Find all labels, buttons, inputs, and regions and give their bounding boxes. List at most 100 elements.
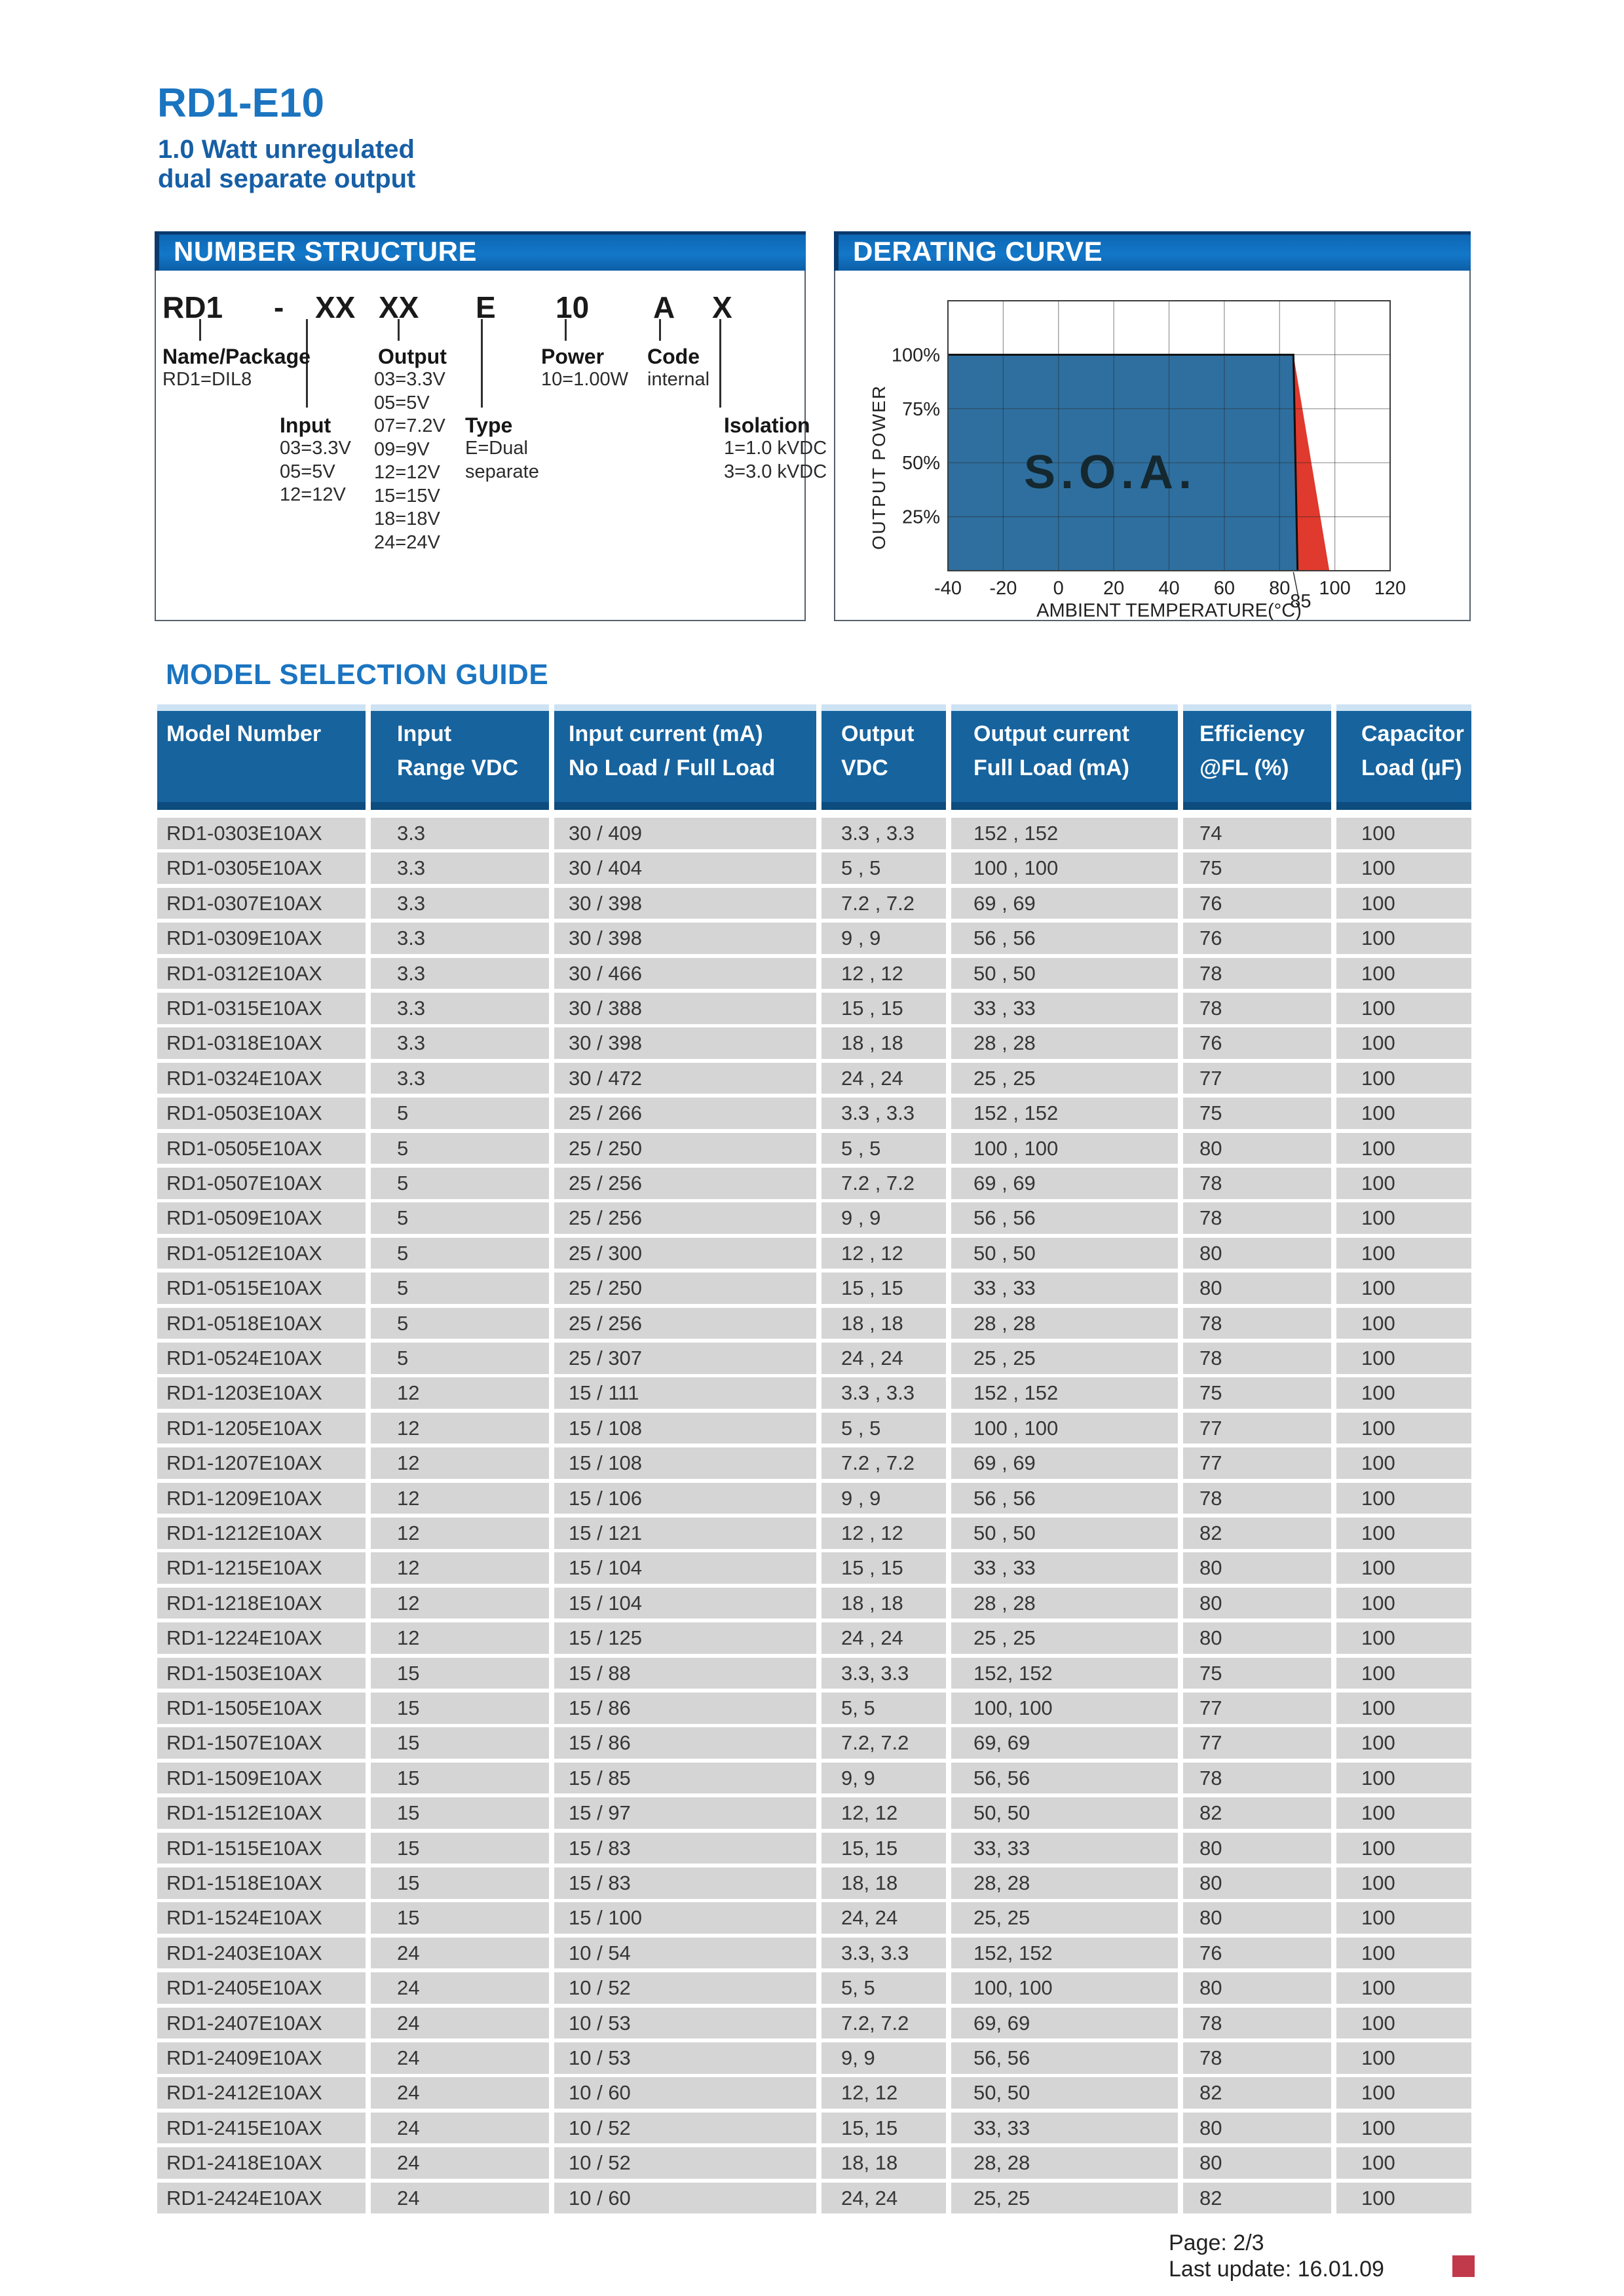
table-cell: 24 — [371, 1972, 549, 2004]
table-cell: 33, 33 — [951, 2112, 1178, 2144]
table-row: RD1-2415E10AX 24 10 / 52 15, 15 33, 33 80 100 — [157, 2112, 1471, 2144]
table-cell: 100, 100 — [951, 1972, 1178, 2004]
table-cell: 77 — [1183, 1693, 1331, 1724]
table-cell: 24 — [371, 2112, 549, 2144]
option: 3=3.0 kVDC — [724, 461, 827, 482]
table-cell: 100 — [1336, 2112, 1471, 2144]
table-cell: 78 — [1183, 1168, 1331, 1199]
table-cell: 100 — [1336, 1518, 1471, 1549]
table-cell: 30 / 466 — [554, 957, 816, 989]
table-cell: RD1-0309E10AX — [157, 923, 366, 954]
table-cell: 25 , 25 — [951, 1622, 1178, 1654]
x-tick-label: 80 — [1269, 578, 1290, 599]
table-cell: 80 — [1183, 1237, 1331, 1269]
table-cell: 25 / 256 — [554, 1202, 816, 1234]
column-header: Efficiency @FL (%) — [1183, 704, 1331, 810]
table-cell: 33 , 33 — [951, 1272, 1178, 1304]
page-subtitle-line1: 1.0 Watt unregulated — [158, 135, 415, 164]
table-cell: 15 / 86 — [554, 1727, 816, 1759]
table-cell: 5 — [371, 1237, 549, 1269]
option: 18=18V — [374, 508, 440, 529]
y-tick-label: 50% — [902, 453, 940, 474]
table-cell: RD1-0509E10AX — [157, 1202, 366, 1234]
token-code: A — [653, 290, 675, 324]
table-cell: 3.3 — [371, 957, 549, 989]
table-cell: 76 — [1183, 1937, 1331, 1969]
table-cell: 5 , 5 — [821, 1412, 946, 1444]
table-cell: 80 — [1183, 1867, 1331, 1899]
column-header-line2: Range VDC — [397, 756, 519, 780]
option: 10=1.00W — [541, 369, 629, 390]
table-cell: RD1-2405E10AX — [157, 1972, 366, 2004]
table-cell: 15 / 86 — [554, 1693, 816, 1724]
table-row: RD1-2418E10AX 24 10 / 52 18, 18 28, 28 80 100 — [157, 2147, 1471, 2179]
table-cell: RD1-2415E10AX — [157, 2112, 366, 2144]
table-cell: RD1-1212E10AX — [157, 1518, 366, 1549]
table-cell: 12 — [371, 1518, 549, 1549]
table-cell: 28, 28 — [951, 2147, 1178, 2179]
column-header-line2: Full Load (mA) — [973, 756, 1129, 780]
table-cell: 3.3 — [371, 887, 549, 919]
table-cell: 100 — [1336, 2007, 1471, 2039]
table-cell: RD1-1512E10AX — [157, 1797, 366, 1829]
table-cell: RD1-0512E10AX — [157, 1237, 366, 1269]
table-cell: 28 , 28 — [951, 1307, 1178, 1339]
table-cell: 56 , 56 — [951, 1202, 1178, 1234]
table-cell: 25 / 250 — [554, 1272, 816, 1304]
group-label: Type — [465, 413, 513, 437]
derating-line — [948, 353, 1299, 571]
table-row: RD1-1209E10AX 12 15 / 106 9 , 9 56 , 56 78 100 — [157, 1482, 1471, 1514]
table-cell: 25 / 266 — [554, 1098, 816, 1129]
table-cell: 18, 18 — [821, 2147, 946, 2179]
table-cell: 15 / 106 — [554, 1482, 816, 1514]
table-cell: 100 — [1336, 1237, 1471, 1269]
table-cell: RD1-2424E10AX — [157, 2182, 366, 2214]
table-cell: 24 — [371, 2007, 549, 2039]
table-cell: 56 , 56 — [951, 923, 1178, 954]
page-title: RD1-E10 — [157, 81, 324, 126]
table-cell: 100 — [1336, 957, 1471, 989]
table-cell: 3.3 — [371, 923, 549, 954]
table-cell: 100 — [1336, 1902, 1471, 1934]
extra-tick-leader — [1293, 571, 1300, 599]
x-tick-label: 60 — [1214, 578, 1235, 599]
table-cell: RD1-0312E10AX — [157, 957, 366, 989]
table-cell: 30 / 398 — [554, 923, 816, 954]
number-structure-box: NUMBER STRUCTURE — [155, 231, 806, 621]
group-type: Type E=Dual separate — [465, 414, 539, 484]
column-header: Model Number — [157, 704, 366, 810]
table-cell: 25 / 307 — [554, 1343, 816, 1374]
table-cell: 24 — [371, 2042, 549, 2074]
y-tick-label: 75% — [902, 399, 940, 420]
table-cell: 152 , 152 — [951, 1098, 1178, 1129]
table-row: RD1-0507E10AX 5 25 / 256 7.2 , 7.2 69 , 69 78… — [157, 1168, 1471, 1199]
table-cell: RD1-1207E10AX — [157, 1447, 366, 1479]
table-cell: 3.3 — [371, 993, 549, 1024]
table-row: RD1-0509E10AX 5 25 / 256 9 , 9 56 , 56 78 100 — [157, 1202, 1471, 1234]
table-cell: 15 — [371, 1693, 549, 1724]
table-cell: 30 / 388 — [554, 993, 816, 1024]
table-cell: 100 — [1336, 1832, 1471, 1864]
option: 07=7.2V — [374, 415, 445, 436]
table-cell: RD1-1503E10AX — [157, 1657, 366, 1689]
table-row: RD1-1507E10AX 15 15 / 86 7.2, 7.2 69, 69 77 10… — [157, 1727, 1471, 1759]
option: 03=3.3V — [374, 369, 445, 390]
table-cell: 25 , 25 — [951, 1343, 1178, 1374]
table-cell: 15 / 83 — [554, 1832, 816, 1864]
table-cell: 100 — [1336, 1797, 1471, 1829]
table-cell: RD1-1524E10AX — [157, 1902, 366, 1934]
table-cell: 33 , 33 — [951, 1552, 1178, 1584]
table-cell: 18 , 18 — [821, 1027, 946, 1059]
x-tick-label: 0 — [1053, 578, 1064, 599]
group-options: RD1=DIL8 — [162, 368, 311, 392]
table-cell: 80 — [1183, 1902, 1331, 1934]
table-cell: 10 / 52 — [554, 2147, 816, 2179]
table-cell: 152, 152 — [951, 1657, 1178, 1689]
table-cell: 25 , 25 — [951, 1062, 1178, 1094]
table-cell: 10 / 53 — [554, 2007, 816, 2039]
table-cell: RD1-1224E10AX — [157, 1622, 366, 1654]
column-header-line1: Output current — [973, 721, 1129, 746]
table-cell: 100 — [1336, 1552, 1471, 1584]
table-cell: 75 — [1183, 1098, 1331, 1129]
derating-curve-header: DERATING CURVE — [834, 231, 1471, 271]
